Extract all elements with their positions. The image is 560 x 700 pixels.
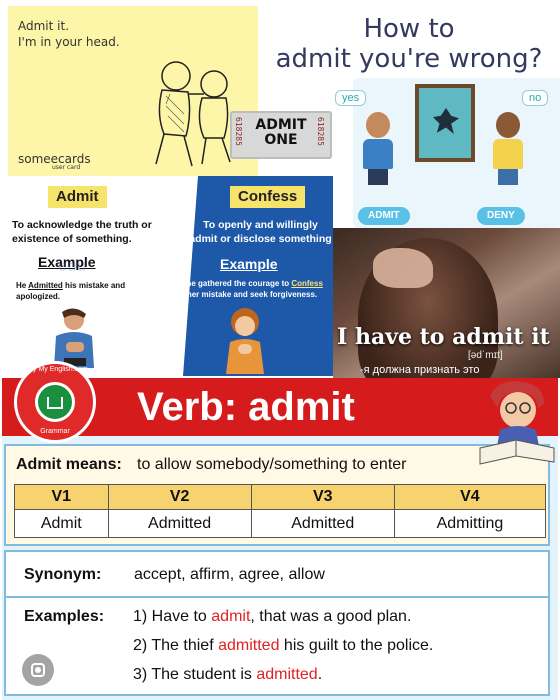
window-crack-icon bbox=[433, 108, 459, 134]
how-to-title: How to admit you're wrong? bbox=[258, 14, 560, 74]
watermark: edu bbox=[58, 258, 87, 275]
ecard-illustration bbox=[155, 61, 231, 167]
ecard-line-2: I'm in your head. bbox=[18, 35, 120, 49]
header-v2: V2 bbox=[107, 484, 252, 510]
how-to-admit-panel: How to admit you're wrong? yes no ADMIT … bbox=[258, 6, 560, 231]
i-have-to-admit-photo: I have to admit it [ədˈmɪt] -я должна пр… bbox=[333, 228, 560, 378]
confess-girl-illustration bbox=[226, 308, 264, 374]
table-header-row: V1 V2 V3 V4 bbox=[14, 484, 547, 510]
logo-bottom-text: Grammar bbox=[40, 428, 70, 435]
form-v2: Admitted bbox=[107, 509, 252, 538]
photo-phonetic: [ədˈmɪt] bbox=[468, 350, 503, 361]
how-to-title-line-1: How to bbox=[363, 14, 455, 44]
site-logo: Only My English.com Grammar bbox=[14, 361, 96, 443]
lens-dot-icon bbox=[35, 667, 41, 673]
admit-person-illustration bbox=[54, 308, 94, 368]
book-icon bbox=[47, 397, 63, 409]
admit-vs-confess-panel: Admit To acknowledge the truth or existe… bbox=[8, 176, 333, 376]
header-v1: V1 bbox=[14, 484, 109, 510]
ecard-line-1: Admit it. bbox=[18, 19, 70, 33]
examples-section: Examples: 1) Have to admit, that was a g… bbox=[4, 596, 550, 696]
admit-example-heading: Example bbox=[38, 254, 96, 270]
ecard-text: Admit it. I'm in your head. bbox=[18, 18, 120, 50]
examples-label: Examples: bbox=[24, 608, 105, 625]
meaning-section: Admit means: to allow somebody/something… bbox=[4, 444, 550, 546]
synonym-value: accept, affirm, agree, allow bbox=[134, 566, 325, 583]
example-line-3: 3) The student is admitted. bbox=[133, 666, 323, 683]
header-v4: V4 bbox=[393, 484, 547, 510]
header-v3: V3 bbox=[250, 484, 395, 510]
logo-top-text: Only My English.com bbox=[22, 366, 88, 373]
book-badge bbox=[35, 382, 75, 422]
admit-definition-card: Admit To acknowledge the truth or existe… bbox=[8, 176, 198, 376]
form-v4: Admitting bbox=[393, 509, 547, 538]
ecard-panel: Admit it. I'm in your head. someecards u… bbox=[8, 6, 258, 176]
photo-caption: I have to admit it bbox=[337, 324, 550, 350]
confess-definition: To openly and willingly admit or disclos… bbox=[189, 219, 332, 245]
form-v1: Admit bbox=[14, 509, 109, 538]
form-v3: Admitted bbox=[250, 509, 395, 538]
confess-example-sentence: She gathered the courage to Confess her … bbox=[181, 279, 323, 299]
lens-search-button[interactable] bbox=[22, 654, 54, 686]
example-line-2: 2) The thief admitted his guilt to the p… bbox=[133, 637, 434, 654]
admit-example-sentence: He Admitted his mistake and apologized. bbox=[16, 281, 126, 301]
ticket-text: ADMIT ONE bbox=[252, 118, 310, 148]
someecards-logo: someecards user card bbox=[18, 152, 91, 171]
yes-bubble: yes bbox=[335, 90, 367, 106]
meaning-label: Admit means: bbox=[16, 456, 122, 473]
how-to-title-line-2: admit you're wrong? bbox=[275, 44, 543, 74]
deny-label: DENY bbox=[477, 207, 525, 225]
ticket-line-1: ADMIT bbox=[255, 117, 307, 133]
no-bubble: no bbox=[522, 90, 549, 106]
photo-translation: -я должна признать это bbox=[360, 364, 480, 376]
photo-hand bbox=[373, 248, 433, 288]
admit-one-ticket: 618285 ADMIT ONE 618285 bbox=[230, 111, 332, 159]
confess-example-heading: Example bbox=[220, 256, 278, 272]
admit-definition: To acknowledge the truth or existence of… bbox=[12, 219, 152, 245]
verb-title: Verb: admit bbox=[137, 385, 355, 429]
broken-window bbox=[415, 84, 475, 162]
admit-label: ADMIT bbox=[358, 207, 410, 225]
meaning-value: to allow somebody/something to enter bbox=[137, 456, 407, 473]
admit-tag: Admit bbox=[48, 186, 107, 208]
ticket-line-2: ONE bbox=[264, 132, 298, 148]
table-row: Admit Admitted Admitted Admitting bbox=[14, 509, 547, 538]
lens-icon bbox=[31, 663, 45, 677]
synonym-section: Synonym: accept, affirm, agree, allow bbox=[4, 550, 550, 598]
confess-tag: Confess bbox=[230, 186, 306, 208]
synonym-label: Synonym: bbox=[24, 566, 102, 583]
verb-forms-table: V1 V2 V3 V4 Admit Admitted Admitted Admi… bbox=[14, 484, 547, 538]
reading-man-illustration bbox=[479, 381, 555, 465]
ticket-serial-right: 618285 bbox=[316, 117, 325, 146]
kid-admit-figure bbox=[360, 112, 396, 185]
example-line-1: 1) Have to admit, that was a good plan. bbox=[133, 608, 412, 625]
ticket-serial-left: 618285 bbox=[234, 117, 243, 146]
kid-deny-figure bbox=[490, 112, 526, 185]
